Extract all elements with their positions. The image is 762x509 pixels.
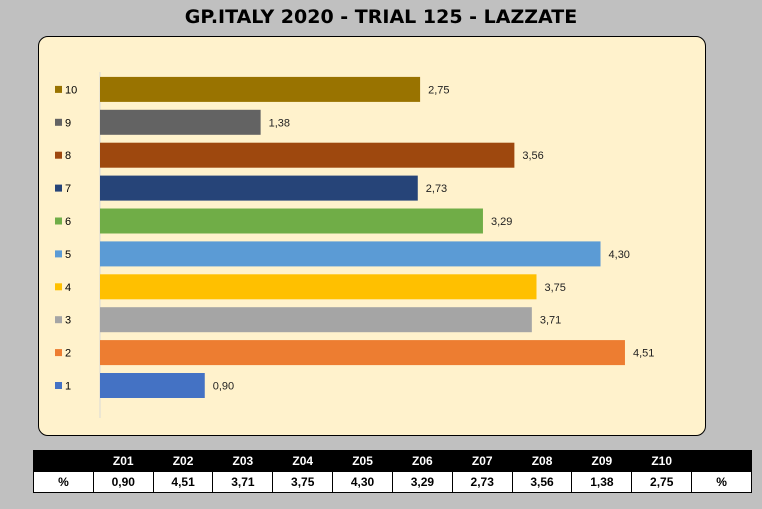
legend-key-3	[55, 316, 62, 324]
category-label-7: 7	[65, 183, 71, 195]
table-header-cell: Z02	[152, 450, 214, 472]
data-table: Z01 Z02 Z03 Z04 Z05 Z06 Z07 Z08 Z09 Z10 % 0,90 4,51…	[33, 450, 752, 493]
bar-5	[100, 241, 601, 267]
legend-key-10	[55, 85, 62, 93]
table-header-cell	[33, 450, 94, 472]
table-cell: 0,90	[92, 471, 154, 493]
category-label-3: 3	[65, 315, 71, 327]
bar-7	[100, 175, 418, 201]
bar-3	[100, 307, 532, 333]
data-label-7: 2,73	[426, 183, 447, 195]
legend-key-6	[55, 217, 62, 225]
legend-key-4	[55, 283, 62, 291]
legend-key-1	[55, 382, 62, 389]
table-header-cell: Z03	[212, 450, 274, 472]
data-label-8: 3,56	[522, 150, 543, 162]
table-cell: 3,71	[212, 471, 274, 493]
category-label-8: 8	[65, 150, 71, 162]
table-header-cell: Z01	[92, 450, 154, 472]
data-label-6: 3,29	[491, 216, 512, 228]
data-label-9: 1,38	[269, 117, 290, 129]
data-label-4: 3,75	[545, 282, 566, 294]
data-label-10: 2,75	[428, 84, 449, 96]
bar-2	[100, 340, 625, 366]
category-label-4: 4	[65, 282, 71, 294]
category-label-10: 10	[65, 84, 77, 96]
table-cell: 3,56	[511, 471, 573, 493]
table-row: % 0,90 4,51 3,71 3,75 4,30 3,29 2,73 3,56 1,38 2,7…	[33, 471, 752, 493]
bar-8	[100, 142, 515, 168]
bar-4	[100, 274, 537, 300]
bar-1	[100, 373, 205, 398]
category-label-2: 2	[65, 348, 71, 360]
table-cell: 1,38	[571, 471, 633, 493]
legend-key-9	[55, 118, 62, 126]
table-header-cell: Z09	[571, 450, 633, 472]
bar-9	[100, 109, 261, 135]
category-label-6: 6	[65, 216, 71, 228]
legend-key-8	[55, 151, 62, 159]
table-cell: 3,29	[391, 471, 453, 493]
category-label-5: 5	[65, 249, 71, 261]
table-header-cell: Z04	[272, 450, 334, 472]
table-cell: 2,75	[631, 471, 693, 493]
chart-panel	[38, 36, 706, 436]
legend-key-5	[55, 250, 62, 258]
data-label-3: 3,71	[540, 315, 561, 327]
table-header-cell: Z07	[451, 450, 513, 472]
table-header-cell: Z05	[332, 450, 393, 472]
data-label-2: 4,51	[633, 348, 654, 360]
table-cell: 2,73	[451, 471, 513, 493]
table-header-cell: Z08	[511, 450, 573, 472]
table-header-cell: Z10	[631, 450, 693, 472]
chart-title: GP.ITALY 2020 - TRIAL 125 - LAZZATE	[184, 6, 578, 28]
table-cell: 4,30	[332, 471, 393, 493]
legend-key-2	[55, 349, 62, 357]
category-label-1: 1	[65, 381, 71, 393]
table-cell: %	[691, 471, 752, 493]
table-header-row: Z01 Z02 Z03 Z04 Z05 Z06 Z07 Z08 Z09 Z10	[33, 450, 752, 472]
bar-6	[100, 208, 483, 234]
category-label-9: 9	[65, 117, 71, 129]
data-label-5: 4,30	[609, 249, 630, 261]
table-header-cell: Z06	[391, 450, 453, 472]
table-cell: %	[33, 471, 94, 493]
data-label-1: 0,90	[213, 381, 234, 393]
table-header-cell	[691, 450, 752, 472]
table-cell: 3,75	[272, 471, 334, 493]
table-cell: 4,51	[152, 471, 214, 493]
legend-key-7	[55, 184, 62, 192]
bar-10	[100, 76, 421, 102]
